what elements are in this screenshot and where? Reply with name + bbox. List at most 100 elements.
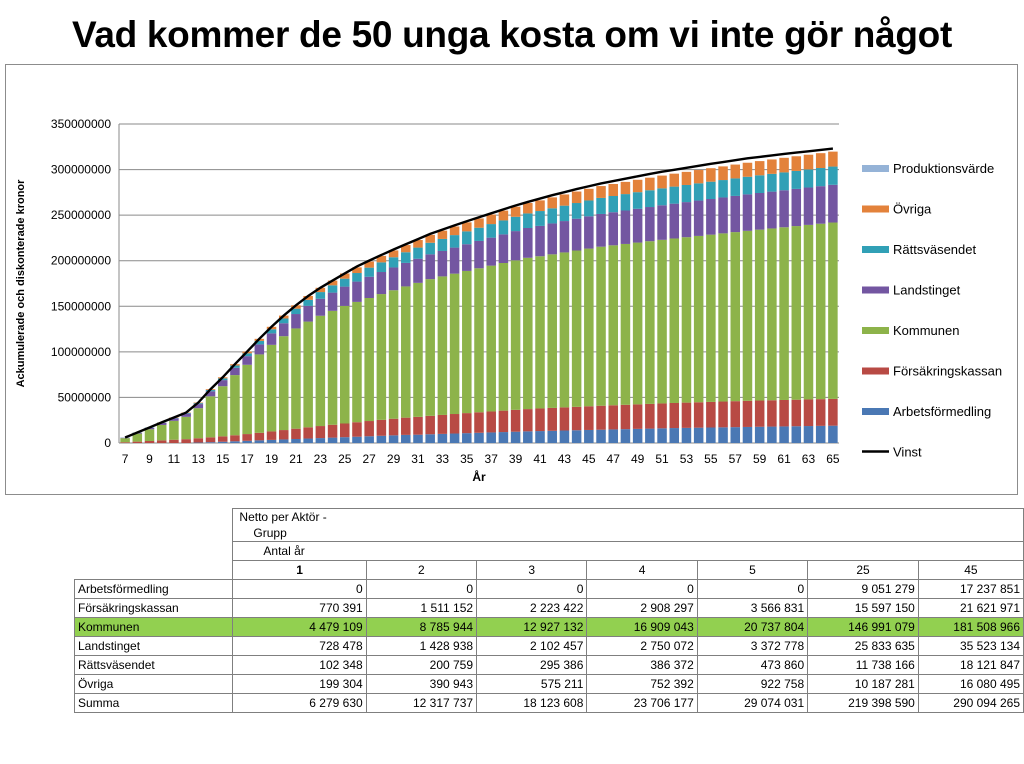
bar-segment-r-ttsv-sendet	[315, 292, 326, 299]
bar-segment-arbetsf-rmedling	[449, 433, 460, 443]
table-header-row: 1 2 3 4 5 25 45	[75, 560, 1024, 580]
bar-segment--vriga	[632, 179, 643, 193]
table-row: Landstinget 728 478 1 428 938 2 102 457 2 75…	[73, 636, 1024, 656]
table-cell: 12 927 132	[476, 617, 588, 637]
bar-segment-landstinget	[681, 202, 692, 238]
bar-segment-f-rs-kringskassan	[791, 399, 802, 427]
bar-segment-r-ttsv-sendet	[352, 273, 362, 282]
bar-segment-kommunen	[352, 301, 362, 423]
bar-segment-arbetsf-rmedling	[681, 427, 692, 443]
bar-segment--vriga	[474, 218, 484, 228]
bar-segment-arbetsf-rmedling	[523, 431, 533, 443]
bar-segment-kommunen	[584, 248, 594, 407]
x-tick-label: 19	[265, 452, 279, 466]
bar-segment--vriga	[315, 287, 326, 293]
column-header: 45	[917, 560, 1024, 580]
bar-segment-r-ttsv-sendet	[815, 168, 826, 187]
bar-segment-kommunen	[425, 279, 435, 416]
bar-segment-r-ttsv-sendet	[303, 299, 313, 306]
table-cell: 2 223 422	[476, 598, 588, 618]
bar-segment-landstinget	[474, 240, 484, 269]
bar-segment-r-ttsv-sendet	[828, 166, 838, 185]
bar-segment-landstinget	[571, 218, 582, 251]
x-tick-label: 55	[704, 452, 718, 466]
bar-segment-arbetsf-rmedling	[645, 428, 655, 443]
bar-segment-landstinget	[462, 244, 472, 271]
table-cell: 25 833 635	[807, 636, 919, 656]
bar-segment-arbetsf-rmedling	[315, 438, 326, 443]
bar-segment--vriga	[706, 168, 716, 182]
bar-segment-landstinget	[706, 199, 716, 235]
table-cell: 2 750 072	[586, 636, 698, 656]
bar-segment--vriga	[559, 194, 570, 206]
bar-segment-arbetsf-rmedling	[828, 425, 838, 443]
bar-segment-kommunen	[340, 305, 350, 424]
bar-segment--vriga	[754, 161, 765, 176]
bar-segment-r-ttsv-sendet	[791, 170, 802, 189]
bar-segment-landstinget	[449, 247, 460, 274]
bar-segment-r-ttsv-sendet	[779, 172, 789, 191]
bar-segment-f-rs-kringskassan	[815, 399, 826, 426]
column-header: 2	[365, 560, 478, 580]
bar-segment-arbetsf-rmedling	[779, 426, 789, 443]
bar-segment-r-ttsv-sendet	[376, 262, 387, 273]
x-tick-label: 15	[216, 452, 230, 466]
bar-segment-kommunen	[742, 230, 753, 401]
bar-segment--vriga	[828, 151, 838, 167]
bar-segment-arbetsf-rmedling	[815, 425, 826, 443]
bar-segment--vriga	[291, 305, 301, 309]
bar-segment-r-ttsv-sendet	[559, 205, 570, 222]
bar-segment-kommunen	[230, 375, 240, 436]
bar-segment--vriga	[523, 203, 533, 214]
bar-segment-f-rs-kringskassan	[486, 411, 496, 433]
bar-segment-r-ttsv-sendet	[584, 200, 594, 217]
bar-segment-f-rs-kringskassan	[132, 441, 143, 443]
bar-segment--vriga	[303, 295, 313, 300]
bar-segment-kommunen	[779, 227, 789, 400]
bar-segment-arbetsf-rmedling	[364, 436, 374, 443]
bar-segment-landstinget	[791, 188, 802, 227]
table-cell: 23 706 177	[586, 693, 698, 713]
bar-segment-landstinget	[730, 195, 741, 233]
column-header: 1	[232, 560, 367, 580]
bar-segment-kommunen	[181, 416, 191, 440]
chart-area: 0 50000000 100000000 150000000 200000000 2500…	[5, 64, 1018, 495]
bar-segment--vriga	[718, 166, 728, 181]
bar-segment--vriga	[730, 164, 741, 179]
legend-label: Landstinget	[893, 283, 961, 298]
bar-segment-arbetsf-rmedling	[340, 437, 350, 443]
table-cell: 6 279 630	[232, 693, 367, 713]
bar-segment-r-ttsv-sendet	[803, 169, 814, 188]
bar-segment-r-ttsv-sendet	[547, 208, 557, 224]
x-tick-label: 47	[607, 452, 621, 466]
x-tick-label: 49	[631, 452, 645, 466]
bar-segment-kommunen	[266, 344, 277, 432]
bar-segment-f-rs-kringskassan	[156, 440, 167, 443]
bar-segment-kommunen	[132, 433, 143, 442]
column-header: 3	[476, 560, 588, 580]
table-cell: 35 523 134	[917, 636, 1024, 656]
bar-segment--vriga	[352, 267, 362, 274]
bar-segment-arbetsf-rmedling	[693, 427, 704, 443]
table-cell: 219 398 590	[807, 693, 919, 713]
bar-segment--vriga	[803, 154, 814, 170]
bar-segment-kommunen	[791, 226, 802, 400]
bar-segment-r-ttsv-sendet	[254, 340, 265, 345]
bar-segment-kommunen	[693, 235, 704, 403]
bar-segment-landstinget	[828, 184, 838, 223]
bar-segment-kommunen	[645, 241, 655, 404]
table-cell: 8 785 944	[365, 617, 478, 637]
bar-segment-r-ttsv-sendet	[693, 183, 704, 201]
bar-segment-f-rs-kringskassan	[352, 422, 362, 437]
bar-segment-f-rs-kringskassan	[693, 402, 704, 428]
legend-swatch	[862, 205, 889, 213]
bar-segment-f-rs-kringskassan	[828, 398, 838, 426]
bar-segment-f-rs-kringskassan	[754, 400, 765, 427]
bar-segment-kommunen	[278, 336, 289, 431]
bar-segment-r-ttsv-sendet	[535, 211, 545, 226]
x-tick-label: 7	[122, 452, 129, 466]
table-cell: 146 991 079	[807, 617, 919, 637]
bar-segment-r-ttsv-sendet	[278, 318, 289, 324]
bar-segment-kommunen	[657, 239, 667, 404]
bar-segment-r-ttsv-sendet	[401, 252, 411, 263]
